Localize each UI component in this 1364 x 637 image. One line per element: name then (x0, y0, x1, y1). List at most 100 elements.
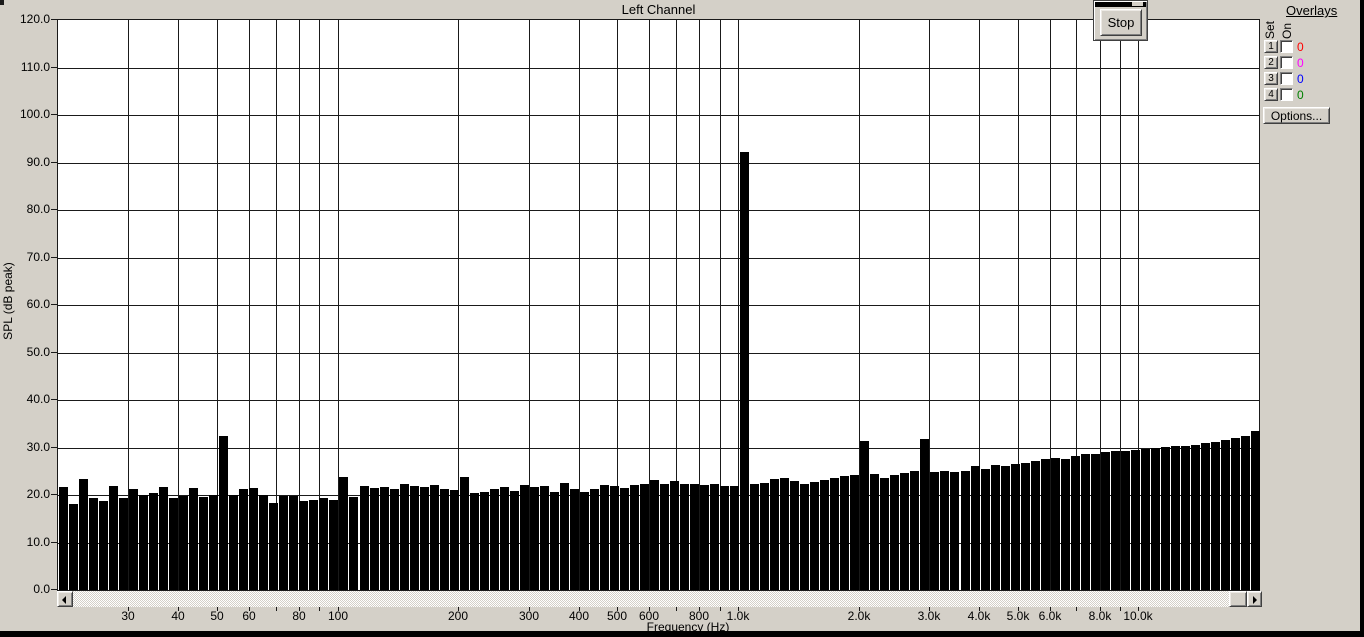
x-tick-mark (178, 605, 179, 611)
scrollbar-thumb[interactable] (1229, 591, 1247, 607)
spectrum-bar (820, 480, 829, 590)
y-tick-mark (51, 114, 57, 115)
spectrum-bar (79, 479, 88, 590)
horizontal-gridline (58, 258, 1259, 259)
x-tick-mark (649, 605, 650, 611)
vertical-gridline (1120, 20, 1121, 590)
spectrum-bar (700, 485, 709, 590)
y-tick-mark (51, 542, 57, 543)
mini-window-control-button[interactable] (1132, 2, 1143, 6)
spectrum-bar (950, 472, 959, 590)
spectrum-bar (690, 484, 699, 590)
spectrum-bar (650, 480, 659, 590)
spectrum-bar (209, 495, 218, 590)
spectrum-bar (750, 484, 759, 590)
spectrum-bar (710, 484, 719, 590)
spectrum-bar (490, 489, 499, 590)
spectrum-bar (981, 469, 990, 590)
x-tick-label: 3.0k (917, 609, 941, 623)
vertical-gridline (1138, 20, 1139, 590)
spectrum-bar (900, 473, 909, 590)
vertical-gridline (217, 20, 218, 590)
spectrum-bar (440, 489, 449, 590)
overlay-on-checkbox-2[interactable] (1280, 56, 1293, 69)
spectrum-bar (860, 441, 869, 590)
spectrum-bar (69, 504, 78, 590)
horizontal-gridline (58, 305, 1259, 306)
vertical-gridline (128, 20, 129, 590)
spectrum-bar (550, 492, 559, 590)
scroll-left-button[interactable] (57, 591, 73, 607)
spectrum-bar (720, 486, 729, 590)
screen-edge-right (1360, 0, 1364, 637)
vertical-gridline (720, 20, 721, 590)
x-tick-label: 200 (447, 609, 469, 623)
spectrum-bar (339, 477, 348, 590)
spectrum-bar (149, 493, 158, 590)
overlay-on-checkbox-1[interactable] (1280, 40, 1293, 53)
spectrum-bar (830, 478, 839, 590)
scroll-right-button[interactable] (1247, 591, 1262, 607)
spectrum-bar (1111, 451, 1120, 590)
horizontal-scrollbar-track[interactable] (57, 591, 1262, 607)
vertical-gridline (529, 20, 530, 590)
spectrum-bar (1071, 456, 1080, 590)
spectrum-bar (1231, 438, 1240, 590)
horizontal-gridline (58, 448, 1259, 449)
y-tick-label: 100.0 (19, 107, 50, 121)
spectrum-bar (1211, 442, 1220, 590)
spectrum-bar (840, 476, 849, 590)
vertical-gridline (1076, 20, 1077, 590)
overlay-set-button-4[interactable]: 4 (1264, 88, 1278, 101)
spectrum-bar (800, 484, 809, 590)
x-tick-mark (128, 605, 129, 611)
stop-button[interactable]: Stop (1100, 9, 1142, 36)
mini-window-titlebar[interactable] (1095, 2, 1146, 7)
spectrum-bar (269, 503, 278, 590)
overlay-set-button-2[interactable]: 2 (1264, 56, 1278, 69)
arrow-right-icon (1253, 596, 1257, 604)
spectrum-bar (189, 488, 198, 590)
spectrum-bar (89, 498, 98, 590)
overlay-set-button-3[interactable]: 3 (1264, 72, 1278, 85)
spectrum-bar (219, 436, 228, 590)
horizontal-gridline (58, 210, 1259, 211)
x-tick-mark (699, 605, 700, 611)
overlay-on-checkbox-4[interactable] (1280, 88, 1293, 101)
y-tick-label: 110.0 (20, 60, 50, 74)
y-tick-label: 10.0 (26, 535, 50, 549)
spectrum-bar (910, 471, 919, 590)
spectrum-bar (930, 472, 939, 590)
screen-corner-fragment (0, 0, 4, 5)
x-tick-mark (458, 605, 459, 611)
x-tick-label: 6.0k (1038, 609, 1062, 623)
spectrum-bar (349, 497, 358, 590)
x-tick-label: 300 (518, 609, 540, 623)
y-tick-mark (51, 399, 57, 400)
spectrum-bar (1091, 454, 1100, 590)
overlay-on-checkbox-3[interactable] (1280, 72, 1293, 85)
vertical-gridline (929, 20, 930, 590)
vertical-gridline (1050, 20, 1051, 590)
overlay-set-button-1[interactable]: 1 (1264, 40, 1278, 53)
options-button[interactable]: Options... (1263, 107, 1330, 124)
y-tick-mark (51, 352, 57, 353)
x-tick-label: 800 (688, 609, 710, 623)
spectrum-bar (520, 485, 529, 590)
spectrum-bar (430, 485, 439, 590)
x-tick-mark (276, 605, 277, 611)
y-tick-mark (51, 589, 57, 590)
y-tick-mark (51, 257, 57, 258)
spectrum-bar (99, 501, 108, 590)
x-tick-label: 5.0k (1006, 609, 1030, 623)
arrow-left-icon (62, 596, 66, 604)
spectrum-bar (670, 481, 679, 590)
x-tick-label: 50 (210, 609, 224, 623)
vertical-gridline (579, 20, 580, 590)
spectrum-bar (239, 489, 248, 590)
plot-area (57, 19, 1260, 591)
spectrum-bar (640, 484, 649, 590)
x-tick-label: 80 (292, 609, 306, 623)
spectrum-bar (560, 483, 569, 590)
spectrum-bar (991, 465, 1000, 590)
